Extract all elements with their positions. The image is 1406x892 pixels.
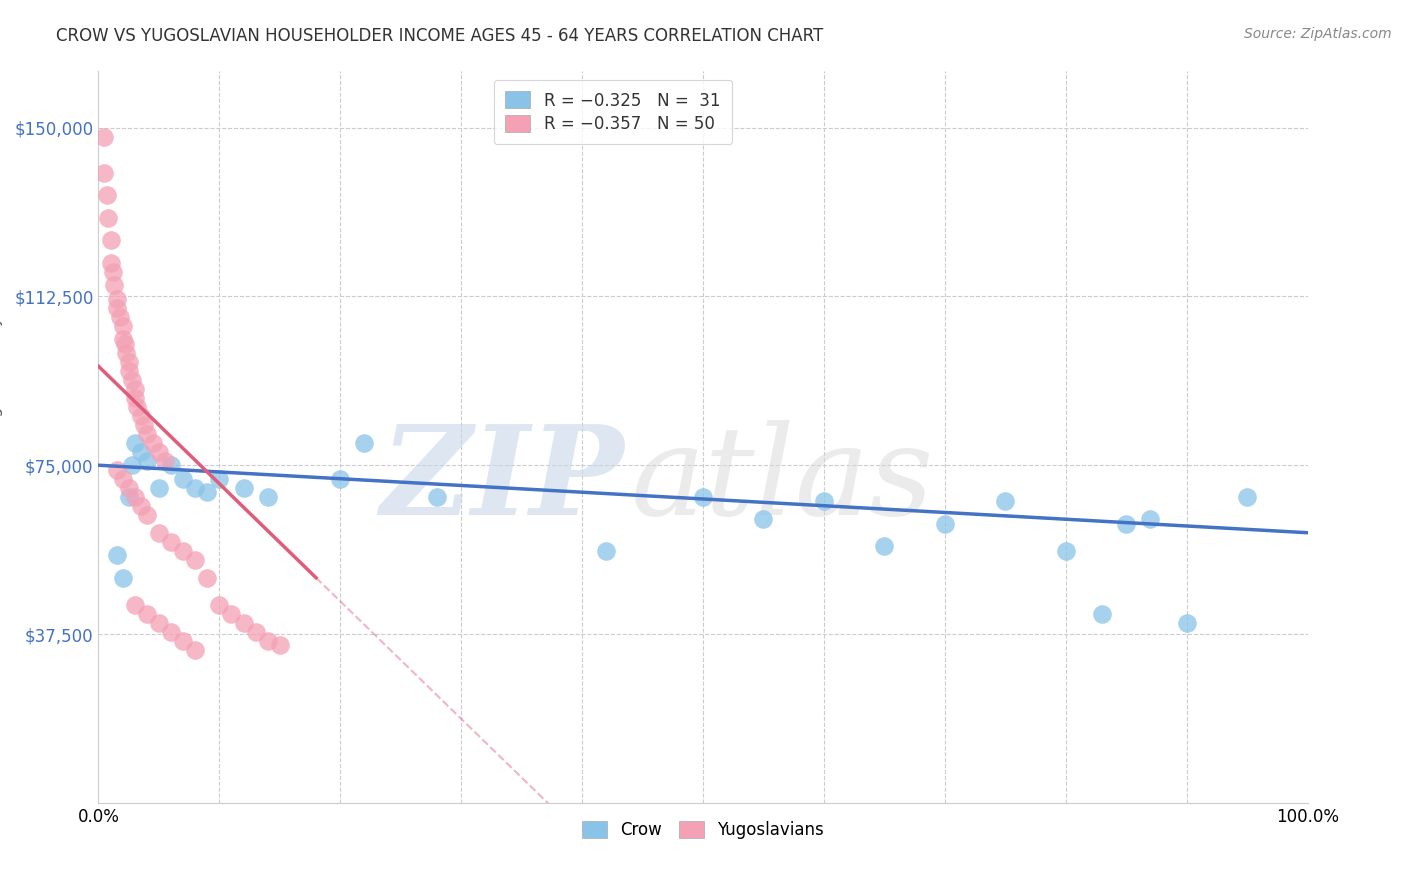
Point: [148, 444, 170, 458]
Point: [114, 336, 136, 351]
Point: [1115, 516, 1137, 531]
Point: [96, 188, 118, 202]
Point: [121, 458, 143, 473]
Point: [93, 129, 115, 144]
Point: [135, 426, 157, 441]
Point: [124, 598, 146, 612]
Point: [124, 382, 146, 396]
Point: [135, 607, 157, 621]
Point: [232, 615, 254, 630]
Point: [93, 166, 115, 180]
Point: [160, 624, 183, 639]
Point: [100, 255, 122, 269]
Point: [172, 633, 194, 648]
Point: [1175, 615, 1198, 630]
Point: [172, 472, 194, 486]
Point: [111, 318, 134, 333]
Point: [329, 472, 352, 486]
Point: [245, 624, 267, 639]
Point: [97, 211, 120, 225]
Point: [692, 490, 714, 504]
Point: [121, 373, 143, 387]
Point: [873, 539, 896, 553]
Point: [101, 265, 124, 279]
Point: [134, 417, 156, 432]
Point: [195, 571, 218, 585]
Point: [195, 485, 218, 500]
Y-axis label: Householder Income Ages 45 - 64 years: Householder Income Ages 45 - 64 years: [0, 284, 3, 591]
Point: [103, 278, 125, 293]
Point: [994, 494, 1017, 508]
Point: [124, 490, 146, 504]
Point: [129, 499, 152, 513]
Text: CROW VS YUGOSLAVIAN HOUSEHOLDER INCOME AGES 45 - 64 YEARS CORRELATION CHART: CROW VS YUGOSLAVIAN HOUSEHOLDER INCOME A…: [56, 27, 824, 45]
Point: [105, 463, 128, 477]
Text: ZIP: ZIP: [381, 420, 624, 541]
Point: [108, 310, 131, 324]
Point: [208, 598, 231, 612]
Point: [752, 512, 775, 526]
Point: [1236, 490, 1258, 504]
Point: [934, 516, 956, 531]
Point: [129, 409, 152, 423]
Point: [135, 453, 157, 467]
Point: [813, 494, 835, 508]
Point: [135, 508, 157, 522]
Point: [124, 435, 146, 450]
Point: [160, 534, 183, 549]
Point: [115, 345, 138, 359]
Point: [184, 642, 207, 657]
Point: [118, 490, 141, 504]
Point: [256, 490, 278, 504]
Point: [118, 354, 141, 368]
Point: [124, 391, 146, 405]
Point: [100, 233, 122, 247]
Point: [105, 548, 128, 562]
Text: Source: ZipAtlas.com: Source: ZipAtlas.com: [1244, 27, 1392, 41]
Point: [172, 543, 194, 558]
Point: [142, 435, 165, 450]
Point: [118, 364, 141, 378]
Point: [129, 444, 152, 458]
Legend: Crow, Yugoslavians: Crow, Yugoslavians: [575, 814, 831, 846]
Point: [153, 453, 176, 467]
Point: [148, 615, 170, 630]
Text: atlas: atlas: [630, 420, 934, 541]
Point: [111, 571, 134, 585]
Point: [256, 633, 278, 648]
Point: [269, 638, 291, 652]
Point: [111, 472, 134, 486]
Point: [1091, 607, 1114, 621]
Point: [160, 458, 183, 473]
Point: [184, 553, 207, 567]
Point: [426, 490, 449, 504]
Point: [148, 525, 170, 540]
Point: [208, 472, 231, 486]
Point: [232, 481, 254, 495]
Point: [1054, 543, 1077, 558]
Point: [105, 292, 128, 306]
Point: [118, 481, 141, 495]
Point: [1139, 512, 1161, 526]
Point: [148, 481, 170, 495]
Point: [111, 332, 134, 346]
Point: [105, 301, 128, 315]
Point: [353, 435, 375, 450]
Point: [595, 543, 617, 558]
Point: [184, 481, 207, 495]
Point: [127, 400, 149, 414]
Point: [221, 607, 243, 621]
